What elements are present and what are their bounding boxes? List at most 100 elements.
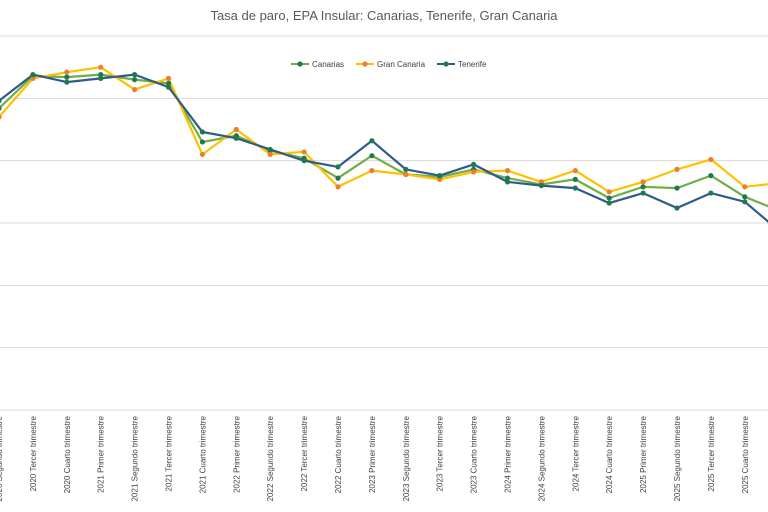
data-point-tenerife [301,158,307,164]
x-tick-label: 2023 Tercer trimestre [436,415,445,491]
data-point-gran-canaria [267,151,273,158]
x-tick-label: 2024 Cuarto trimestre [605,415,614,493]
data-point-gran-canaria [572,168,578,174]
data-point-tenerife [98,75,104,81]
data-point-gran-canaria [504,168,511,174]
data-point-canarias [335,175,341,181]
data-point-gran-canaria [233,126,239,133]
series-markers [0,64,748,211]
x-tick-label: 2025 Primer trimestre [639,415,648,492]
data-point-canarias [165,80,172,86]
x-tick-label: 2025 Segundo trimestre [673,415,682,501]
data-point-gran-canaria [403,171,409,177]
data-point-gran-canaria [132,87,138,93]
x-tick-label: 2024 Segundo trimestre [537,415,546,501]
data-point-canarias [640,184,646,190]
data-point-canarias [708,173,714,179]
data-point-tenerife [708,190,714,196]
data-point-gran-canaria [301,149,307,155]
x-axis-tick-labels: 2020 Segundo trimestre 2020 Tercer trimes… [0,415,750,501]
x-tick-label: 2021 Segundo trimestre [131,415,140,501]
data-point-canarias [674,185,680,191]
x-tick-label: 2023 Segundo trimestre [402,415,411,501]
data-point-tenerife [267,146,273,153]
data-point-tenerife [538,183,545,189]
data-point-tenerife [674,205,680,211]
data-point-tenerife [471,161,477,168]
data-point-tenerife [742,199,748,205]
data-point-tenerife [403,166,409,172]
data-point-gran-canaria [437,176,443,182]
data-point-tenerife [233,135,239,141]
data-point-gran-canaria [606,189,612,195]
data-point-tenerife [369,138,375,144]
legend-label: Tenerife [458,60,487,69]
data-point-gran-canaria [471,169,477,175]
x-tick-label: 2020 Segundo trimestre [0,415,4,501]
data-point-canarias [742,194,748,200]
x-tick-label: 2020 Tercer trimestre [29,415,38,491]
data-point-canarias [132,77,138,83]
data-point-tenerife [504,179,511,185]
x-tick-label: 2021 Tercer trimestre [165,415,174,491]
legend: Canarias Gran Canaria Tenerife [291,60,487,69]
data-point-gran-canaria [0,114,2,120]
series-line-canarias [0,73,768,208]
legend-swatch-marker [297,61,303,67]
data-point-gran-canaria [98,64,104,70]
data-point-tenerife [437,173,443,179]
data-point-canarias [0,105,2,111]
x-tick-label: 2020 Cuarto trimestre [63,415,72,493]
legend-swatch-marker [362,61,368,67]
data-point-canarias [504,175,511,181]
legend-item: Tenerife [437,60,487,69]
series-lines [0,66,768,223]
x-tick-label: 2022 Segundo trimestre [266,415,275,501]
x-tick-label: 2024 Primer trimestre [504,415,513,492]
legend-item: Gran Canaria [356,60,426,69]
x-tick-label: 2023 Primer trimestre [368,415,377,492]
data-point-tenerife [132,72,138,78]
legend-label: Gran Canaria [377,60,426,69]
x-tick-label: 2024 Tercer trimestre [571,415,580,491]
series-line-tenerife [0,73,768,223]
data-point-tenerife [640,190,646,196]
data-point-tenerife [199,129,205,135]
data-point-gran-canaria [64,69,70,75]
data-point-tenerife [165,84,172,90]
data-point-gran-canaria [640,179,646,185]
data-point-tenerife [335,164,341,170]
x-tick-label: 2021 Primer trimestre [97,415,106,492]
x-tick-label: 2025 Cuarto trimestre [741,415,750,493]
data-point-gran-canaria [165,75,172,81]
data-point-gran-canaria [742,184,748,190]
data-point-tenerife [572,185,578,191]
x-tick-label: 2025 Tercer trimestre [707,415,716,491]
data-point-gran-canaria [199,151,205,158]
data-point-gran-canaria [369,168,375,174]
data-point-gran-canaria [708,156,714,163]
x-tick-label: 2023 Cuarto trimestre [470,415,479,493]
chart-title: Tasa de paro, EPA Insular: Canarias, Ten… [210,8,558,23]
data-point-gran-canaria [674,166,680,172]
data-point-canarias [572,176,578,182]
data-point-tenerife [64,79,70,85]
x-tick-label: 2021 Cuarto trimestre [198,415,207,493]
data-point-tenerife [0,98,2,104]
x-tick-label: 2022 Tercer trimestre [300,415,309,491]
data-point-tenerife [606,200,612,206]
data-point-canarias [64,74,70,80]
data-point-canarias [606,195,612,201]
legend-item: Canarias [291,60,344,69]
legend-swatch-marker [443,61,449,67]
x-tick-label: 2022 Primer trimestre [232,415,241,492]
x-tick-label: 2022 Cuarto trimestre [334,415,343,493]
data-point-tenerife [30,72,36,78]
grid-lines [0,35,768,411]
data-point-gran-canaria [335,184,341,190]
data-point-canarias [199,139,205,145]
data-point-gran-canaria [30,75,36,81]
series-line-gran-canaria [0,66,768,193]
legend-label: Canarias [312,60,344,69]
